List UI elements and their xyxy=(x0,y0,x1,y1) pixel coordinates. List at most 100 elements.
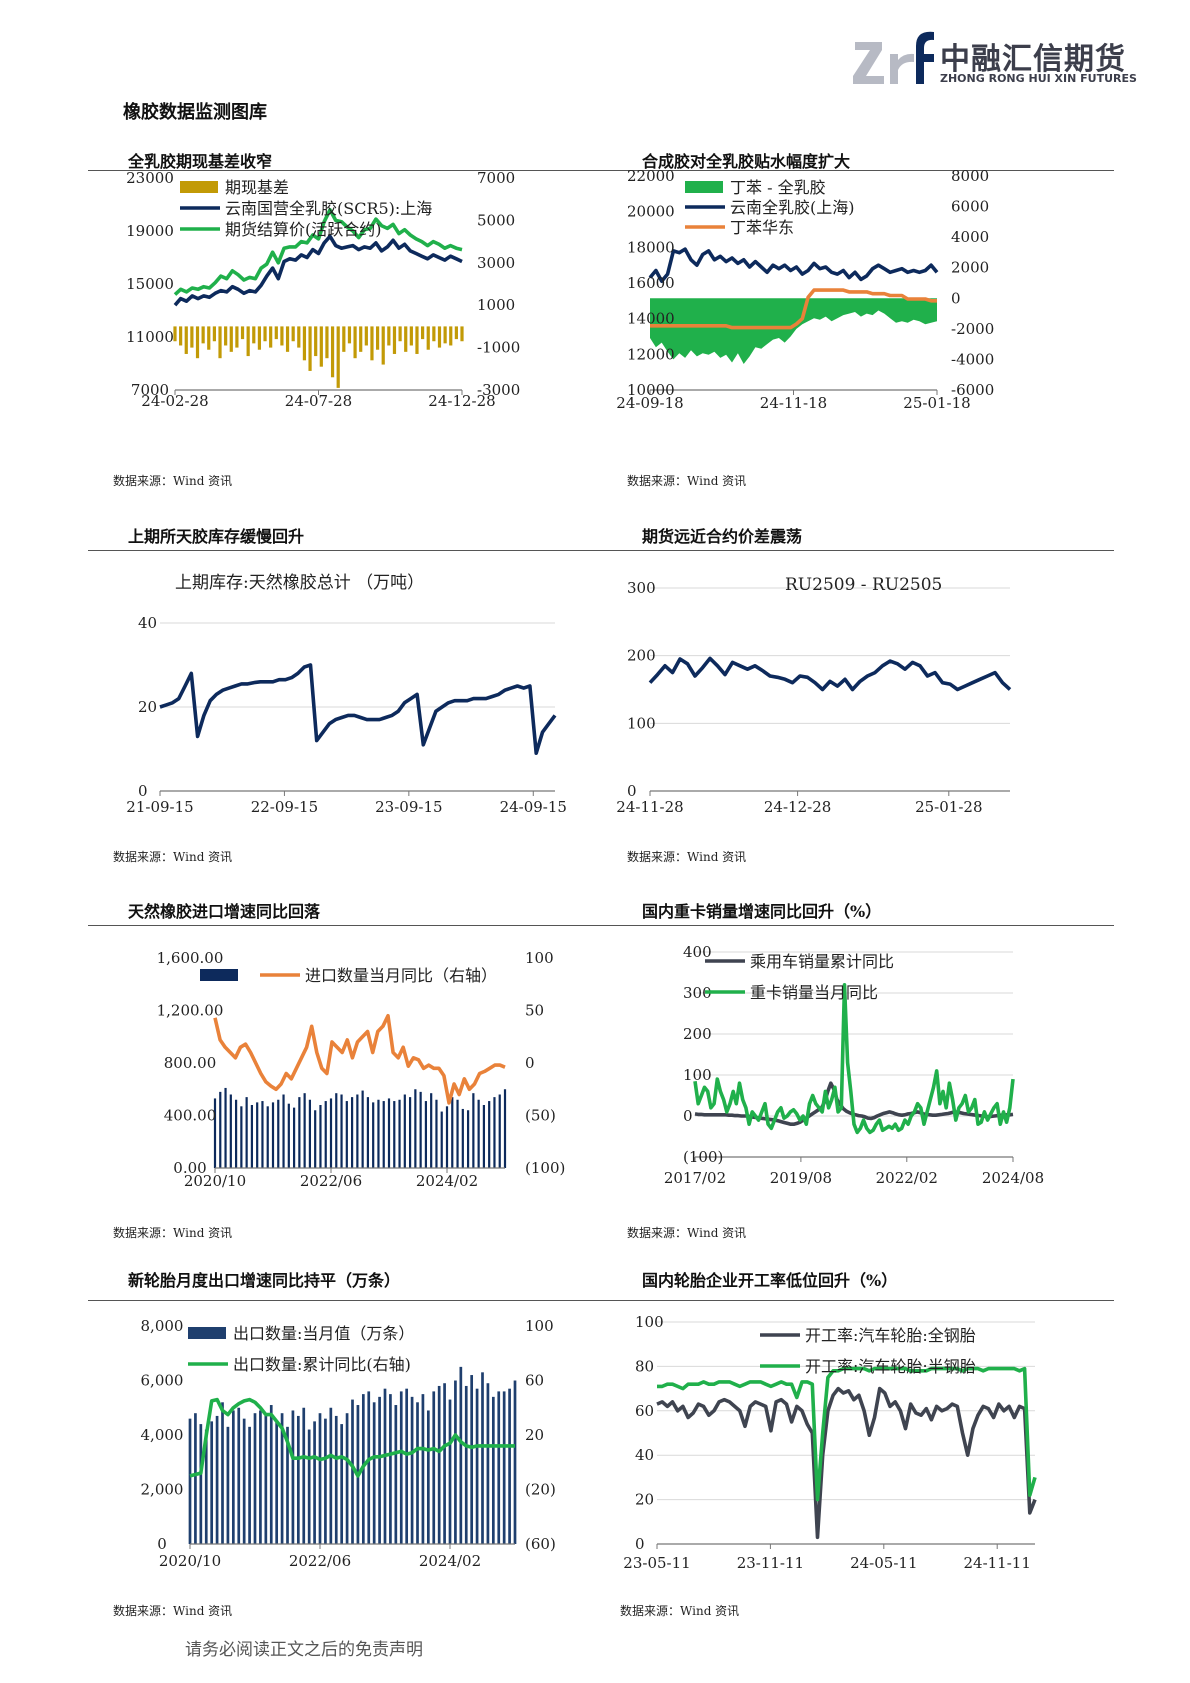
bar-0-47 xyxy=(461,1108,464,1168)
bar-0-23 xyxy=(335,1093,338,1168)
bar-0-52 xyxy=(470,1375,474,1544)
bar-0-18 xyxy=(286,1426,289,1544)
bar-0-55 xyxy=(486,1383,490,1544)
bar-0-0 xyxy=(188,1418,192,1544)
y-left-tick-label: 16000 xyxy=(627,274,675,292)
y-left-tick-label: 0 xyxy=(683,1107,693,1125)
bar-0-3 xyxy=(204,1429,208,1544)
y-left-tick-label: 800.00 xyxy=(164,1054,217,1072)
chart-4-source: 数据来源：Wind 资讯 xyxy=(627,850,747,864)
bar-0-30 xyxy=(342,326,346,352)
y-right-tick-label: -6000 xyxy=(951,381,994,399)
bar-0-9 xyxy=(237,1407,241,1544)
y-left-tick-label: 6,000 xyxy=(141,1372,184,1390)
bar-0-27 xyxy=(356,1094,359,1168)
bar-0-15 xyxy=(257,326,262,350)
y-right-tick-label: 100 xyxy=(525,1317,554,1335)
legend-swatch-0 xyxy=(180,181,218,193)
bar-0-37 xyxy=(381,326,385,365)
bar-0-15 xyxy=(292,1107,296,1168)
bar-0-34 xyxy=(364,326,368,346)
bar-0-39 xyxy=(399,1391,403,1544)
bar-0-41 xyxy=(404,326,408,352)
y-left-tick-label: 20 xyxy=(138,698,157,716)
bar-0-33 xyxy=(359,326,363,352)
bar-0-29 xyxy=(345,1413,349,1544)
bar-0-11 xyxy=(235,326,239,348)
bar-0-50 xyxy=(454,326,458,340)
series-line-0 xyxy=(648,656,1012,692)
bar-0-35 xyxy=(398,1099,401,1168)
x-tick-label: 24-12-28 xyxy=(428,392,495,410)
bar-0-57 xyxy=(497,1391,501,1544)
bar-0-13 xyxy=(282,1094,285,1168)
y-left-tick-label: 4,000 xyxy=(141,1426,184,1444)
y-right-tick-label: -1000 xyxy=(477,339,520,357)
bar-0-39 xyxy=(419,1091,422,1168)
series-line-1 xyxy=(648,247,939,283)
y-left-tick-label: 11000 xyxy=(126,328,174,346)
bar-0-43 xyxy=(440,1111,443,1168)
bar-0-4 xyxy=(195,326,200,359)
y-left-tick-label: 12000 xyxy=(627,345,675,363)
bar-0-25 xyxy=(314,326,318,357)
divider-4 xyxy=(88,1300,1114,1301)
y-left-tick-label: 400.00 xyxy=(164,1107,217,1125)
bar-0-8 xyxy=(256,1102,259,1168)
bar-0-49 xyxy=(472,1093,475,1168)
y-right-tick-label: 2000 xyxy=(951,259,989,277)
x-tick-label: 24-12-28 xyxy=(764,798,831,816)
y-left-tick-label: 2,000 xyxy=(141,1481,184,1499)
bar-0-58 xyxy=(502,1391,506,1544)
bar-0-16 xyxy=(263,326,267,342)
bar-0-22 xyxy=(307,1429,311,1544)
bar-0-22 xyxy=(297,326,301,348)
y-right-tick-label: 7000 xyxy=(477,169,515,187)
x-tick-label: 24-07-28 xyxy=(285,392,352,410)
series-area-0 xyxy=(650,298,937,364)
bar-0-17 xyxy=(280,1413,284,1544)
bar-0-5 xyxy=(240,1106,243,1168)
y-left-tick-label: 100 xyxy=(627,714,656,732)
series-line-0 xyxy=(159,663,557,755)
bar-0-23 xyxy=(313,1421,316,1544)
y-left-tick-label: 1,600.00 xyxy=(157,949,224,967)
bar-0-26 xyxy=(329,1407,333,1544)
bar-0-16 xyxy=(298,1097,301,1168)
bar-0-23 xyxy=(302,326,307,361)
x-tick-label: 2024/02 xyxy=(419,1552,481,1570)
bar-0-51 xyxy=(482,1105,486,1168)
bar-0-34 xyxy=(393,1101,396,1168)
chart-3-inventory: 21-09-15 22-09-15 23-09-15 24-09-15 40 20 0 上期库… xyxy=(126,573,567,816)
bar-0-7 xyxy=(212,326,216,342)
bar-0-30 xyxy=(351,1399,354,1544)
bar-0-13 xyxy=(259,1410,262,1544)
bar-0-38 xyxy=(387,326,391,346)
bar-0-20 xyxy=(319,1105,322,1168)
x-tick-label: 2020/10 xyxy=(159,1552,221,1570)
bar-0-49 xyxy=(449,326,453,346)
bar-0-48 xyxy=(443,326,447,344)
x-tick-label: 24-09-18 xyxy=(616,394,683,412)
bar-0-11 xyxy=(248,1426,251,1544)
y-right-tick-label: 1000 xyxy=(477,296,515,314)
bar-0-19 xyxy=(291,1410,295,1544)
y-left-tick-label: 0 xyxy=(635,1535,645,1553)
bar-0-12 xyxy=(240,326,245,340)
legend-swatch-0 xyxy=(685,181,723,193)
x-tick-label: 24-11-28 xyxy=(616,798,683,816)
bar-0-3 xyxy=(229,1094,232,1168)
bar-0-6 xyxy=(245,1097,248,1168)
y-left-tick-label: 7000 xyxy=(131,381,169,399)
bar-0-21 xyxy=(291,326,295,342)
bar-0-37 xyxy=(408,1097,412,1168)
bar-0-51 xyxy=(460,326,464,342)
y-left-tick-label: 100 xyxy=(683,1066,712,1084)
bar-0-29 xyxy=(336,326,340,388)
y-left-tick-label: 18000 xyxy=(627,238,675,256)
y-left-tick-label: 400 xyxy=(683,943,712,961)
bar-0-46 xyxy=(437,1385,441,1544)
bar-0-18 xyxy=(274,326,278,340)
y-right-tick-label: 5000 xyxy=(477,211,515,229)
bar-0-20 xyxy=(285,326,290,352)
